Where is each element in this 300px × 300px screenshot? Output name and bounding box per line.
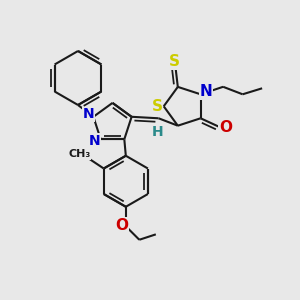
Text: S: S [152,99,163,114]
Text: N: N [88,134,100,148]
Text: H: H [151,125,163,139]
Text: S: S [169,54,180,69]
Text: N: N [83,107,95,122]
Text: O: O [219,120,232,135]
Text: CH₃: CH₃ [68,149,90,159]
Text: O: O [116,218,129,233]
Text: N: N [200,84,212,99]
